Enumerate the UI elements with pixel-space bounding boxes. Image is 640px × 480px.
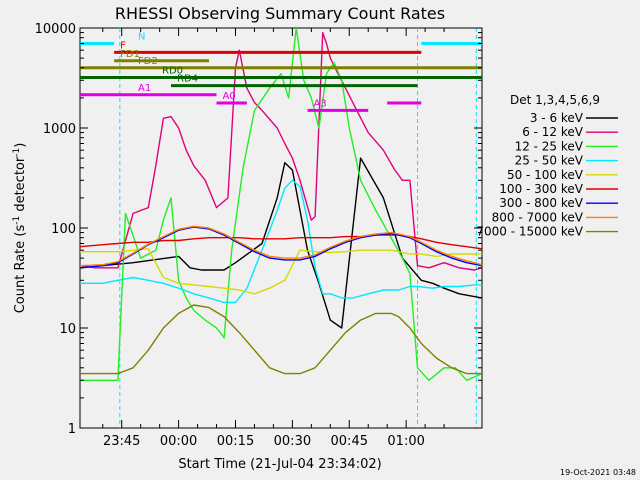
legend-label-5: 100 - 300 keV (499, 182, 583, 196)
series-line-8 (80, 304, 482, 375)
x-tick-label-4: 00:45 (331, 434, 368, 449)
legend-label-8: 7000 - 15000 keV (476, 225, 583, 239)
flag-label-n: N (138, 31, 145, 42)
x-tick-label-3: 00:30 (274, 434, 311, 449)
legend-title: Det 1,3,4,5,6,9 (510, 93, 600, 107)
flag-label-f: F (120, 40, 126, 51)
series-line-1 (80, 31, 482, 271)
y-tick-label-1: 10 (59, 322, 76, 337)
footer-date: 19-Oct-2021 03:48 (560, 468, 636, 477)
x-tick-label-5: 01:00 (387, 434, 424, 449)
series-line-7 (80, 225, 482, 267)
y-tick-label-2: 100 (51, 222, 76, 237)
flag-label-fd2: FD2 (138, 56, 158, 67)
series-line-0 (80, 157, 482, 329)
flag-label-rd0: RD0 (162, 65, 183, 76)
flag-label-rd4: RD4 (177, 74, 198, 85)
series-line-4 (80, 248, 482, 295)
legend-label-1: 6 - 12 keV (522, 125, 584, 139)
legend-label-2: 12 - 25 keV (515, 139, 584, 153)
legend-label-0: 3 - 6 keV (530, 111, 584, 125)
y-axis-label: Count Rate (s-1 detector-1) (12, 143, 28, 314)
flag-label-fd1: FD1 (120, 49, 140, 60)
series-line-6 (80, 226, 482, 269)
svg-text:Count Rate (s-1 detector-1): Count Rate (s-1 detector-1) (12, 143, 28, 314)
y-axis-label-sup-2: -1 (12, 148, 22, 157)
y-axis-label-main: Count Rate (s (13, 225, 28, 314)
y-axis-label-sup-1: -1 (12, 216, 22, 225)
legend-label-6: 300 - 800 keV (499, 196, 583, 210)
x-tick-label-1: 00:00 (160, 434, 197, 449)
series-line-2 (80, 28, 482, 381)
x-tick-label-0: 23:45 (103, 434, 140, 449)
legend-label-7: 800 - 7000 keV (492, 210, 584, 224)
x-tick-label-2: 00:15 (217, 434, 254, 449)
y-axis-label-end: ) (13, 143, 28, 148)
y-tick-label-4: 10000 (35, 22, 76, 37)
flag-label-a3: A3 (314, 98, 327, 109)
chart-title: RHESSI Observing Summary Count Rates (115, 4, 445, 23)
y-axis-label-mid: detector (13, 156, 28, 216)
y-tick-label-3: 1000 (43, 122, 76, 137)
y-tick-label-0: 1 (68, 422, 76, 437)
x-axis-label: Start Time (21-Jul-04 23:34:02) (178, 457, 381, 472)
legend-label-3: 25 - 50 keV (515, 154, 584, 168)
flag-label-a1: A1 (138, 83, 151, 94)
legend-label-4: 50 - 100 keV (507, 168, 584, 182)
series-line-3 (80, 179, 482, 304)
flag-label-a0: A0 (223, 91, 236, 102)
